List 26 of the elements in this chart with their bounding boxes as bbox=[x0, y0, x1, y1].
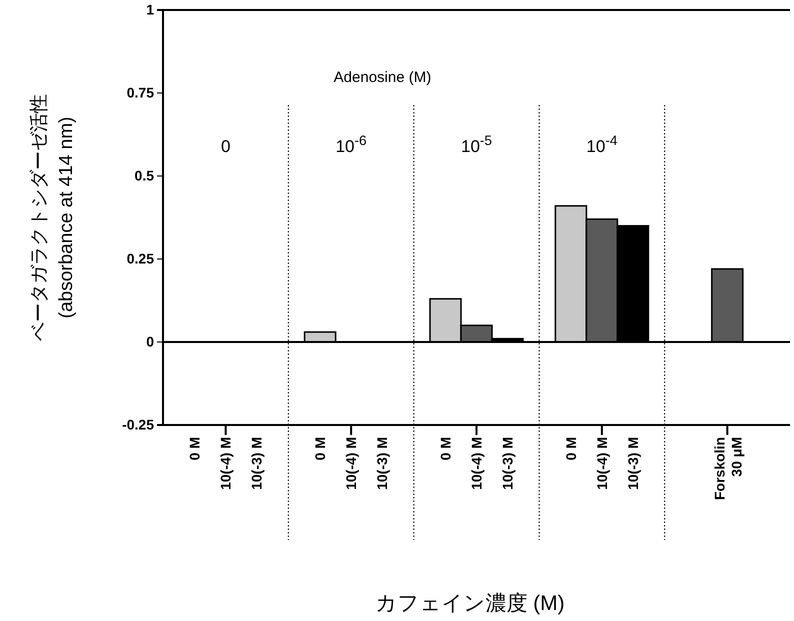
y-axis-title: ベータガラクトシダーゼ活性 (absorbance at 414 nm) bbox=[29, 94, 77, 341]
x-axis-title: カフェイン濃度 (M) bbox=[375, 592, 565, 615]
annotation: 0 bbox=[220, 137, 230, 156]
annotation: 10$^{-4}$ bbox=[586, 132, 618, 156]
y-tick-label: 0.5 bbox=[134, 167, 154, 184]
x-tick-label: 0 M bbox=[438, 437, 454, 460]
annotation: 10$^{-6}$ bbox=[336, 132, 367, 156]
x-tick-label: Forskolin 30 μM bbox=[711, 437, 744, 500]
y-tick-label: 0.75 bbox=[126, 84, 154, 100]
annotation: Adenosine (M) bbox=[334, 69, 432, 86]
x-tick-label: 10(-3) M bbox=[374, 437, 390, 490]
y-tick-label: 0.25 bbox=[126, 250, 154, 266]
x-tick-label: 10(-4) M bbox=[468, 437, 484, 490]
y-tick-label: 1 bbox=[146, 1, 154, 18]
x-tick-label: 10(-4) M bbox=[594, 437, 610, 490]
x-tick-label: 0 M bbox=[186, 437, 203, 460]
x-tick-label: 10(-3) M bbox=[500, 437, 516, 490]
x-tick-label: 10(-4) M bbox=[218, 437, 234, 490]
x-tick-label: 10(-3) M bbox=[624, 437, 641, 490]
y-tick-label: -0.25 bbox=[122, 416, 154, 432]
x-tick-label: 10(-4) M bbox=[343, 437, 360, 490]
annotation: 10$^{-5}$ bbox=[460, 132, 492, 156]
y-tick-label: 0 bbox=[146, 333, 154, 350]
x-tick-label: 10(-3) M bbox=[248, 437, 265, 490]
x-tick-label: 0 M bbox=[562, 437, 579, 460]
x-tick-label: 0 M bbox=[312, 437, 328, 460]
